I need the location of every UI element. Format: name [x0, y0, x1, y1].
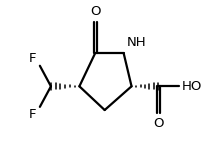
Text: O: O [90, 5, 100, 17]
Text: HO: HO [181, 80, 202, 93]
Text: NH: NH [127, 36, 147, 49]
Text: F: F [29, 108, 36, 121]
Text: F: F [29, 52, 36, 64]
Text: O: O [153, 117, 164, 130]
